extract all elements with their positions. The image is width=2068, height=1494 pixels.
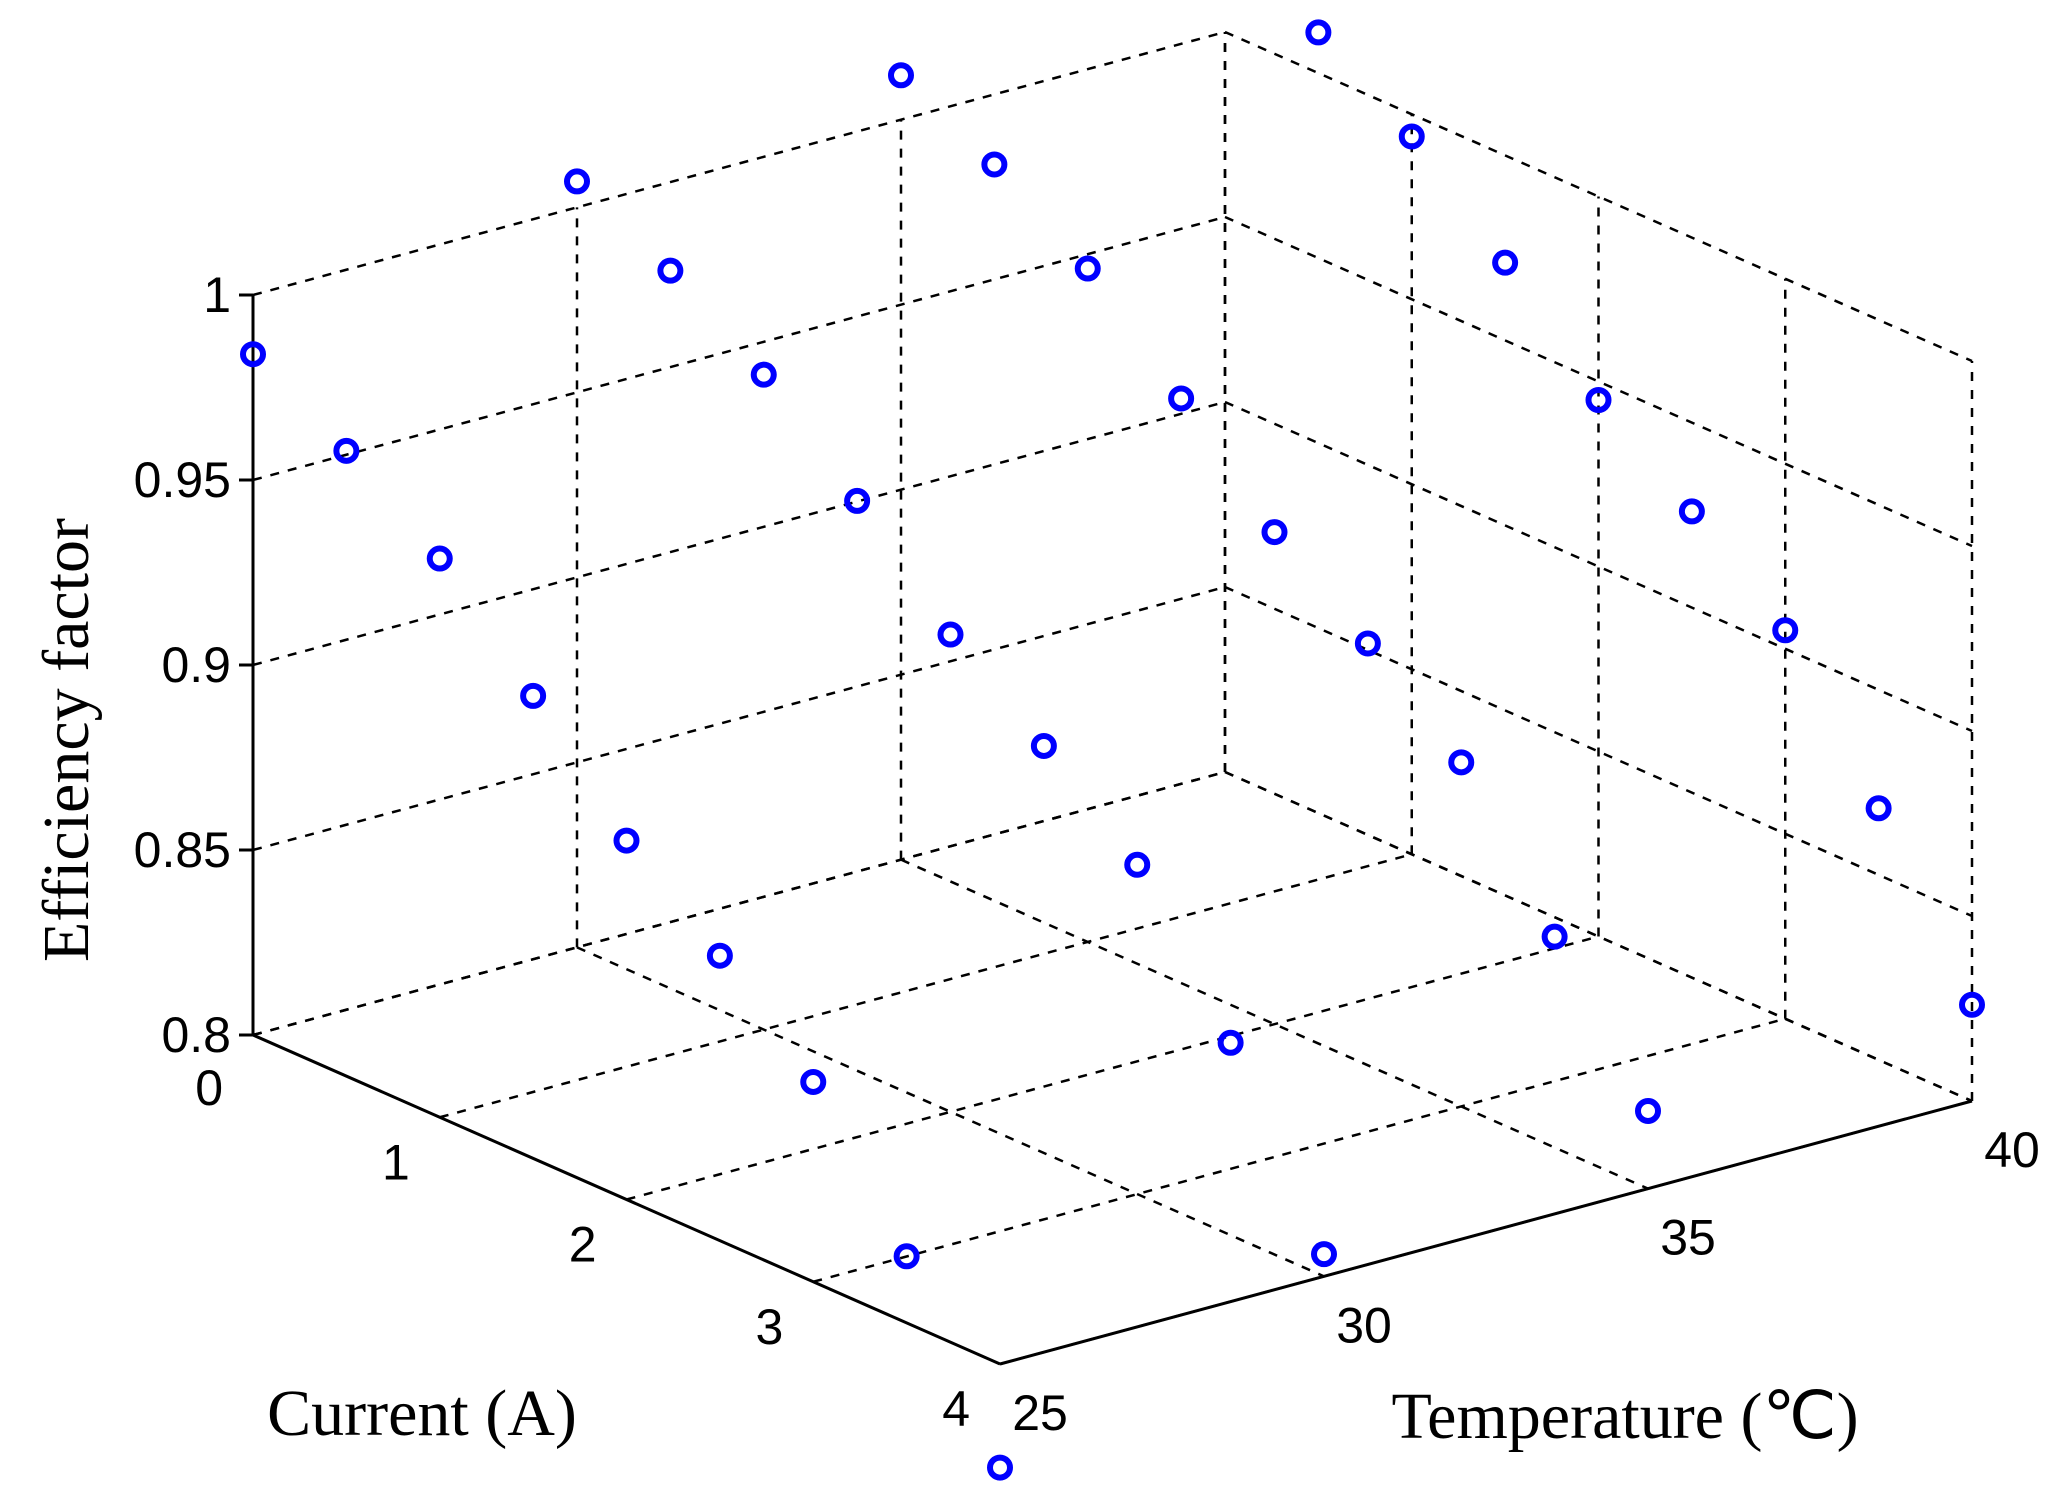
data-point <box>706 942 733 969</box>
data-point <box>1305 19 1332 46</box>
data-point <box>987 1454 1013 1481</box>
data-point <box>800 1068 827 1095</box>
wall-gridline-efficiency <box>252 770 1226 1037</box>
data-point <box>1585 387 1612 413</box>
data-point <box>1635 1097 1661 1124</box>
floor-gridline-current <box>439 853 1413 1119</box>
data-point <box>240 341 266 368</box>
data-point <box>844 487 871 514</box>
data-point <box>1311 1241 1337 1268</box>
z-tick-label: 1 <box>203 267 231 323</box>
data-point <box>657 257 684 284</box>
y-tick-label: 3 <box>755 1299 783 1355</box>
x-axis-title: Temperature (℃) <box>1391 1380 1858 1453</box>
y-axis-title: Current (A) <box>267 1377 577 1450</box>
data-point <box>1124 851 1151 878</box>
data-point <box>750 361 777 388</box>
wall-gridline-efficiency <box>252 400 1226 667</box>
data-point <box>888 62 914 89</box>
data-point <box>1261 519 1288 546</box>
y-tick-label: 4 <box>942 1381 970 1437</box>
z-tick-label: 0.85 <box>134 822 231 878</box>
x-tick-label: 40 <box>1984 1122 2040 1178</box>
data-point <box>893 1243 920 1270</box>
data-point <box>1217 1029 1244 1056</box>
z-tick-label: 0.95 <box>134 452 231 508</box>
data-point <box>1448 749 1475 776</box>
tick-labels: 0.8 0.85 0.9 0.95 1 0 1 2 3 4 25 30 35 40 <box>134 267 2040 1441</box>
x-axis-line <box>999 1099 1973 1366</box>
data-point <box>1959 991 1985 1018</box>
y-tick-label: 2 <box>569 1217 597 1273</box>
z-tick-label: 0.8 <box>161 1007 231 1063</box>
axis-layer <box>239 293 1973 1366</box>
x-tick-label: 30 <box>1336 1297 1392 1353</box>
x-tick-label: 35 <box>1660 1210 1716 1266</box>
y-tick-label: 1 <box>382 1134 410 1190</box>
wall-gridline-efficiency <box>252 585 1226 852</box>
data-point <box>1354 630 1381 657</box>
data-point <box>1678 498 1705 525</box>
data-point <box>564 168 590 195</box>
data-point <box>1030 732 1057 759</box>
floor-gridline-current <box>626 935 1599 1201</box>
data-point <box>1541 923 1568 950</box>
data-point <box>1168 385 1195 412</box>
data-point <box>1074 255 1101 282</box>
y-tick-label: 0 <box>195 1060 223 1116</box>
data-point <box>1772 617 1799 644</box>
wall-gridline-efficiency <box>252 30 1226 297</box>
data-point <box>613 827 640 854</box>
data-point <box>426 545 453 572</box>
grid-layer <box>251 30 1974 1366</box>
floor-gridline-current <box>812 1017 1786 1283</box>
data-point <box>1865 795 1892 822</box>
y-axis-line <box>252 1033 1001 1366</box>
data-points <box>240 19 1985 1481</box>
data-point <box>520 682 547 709</box>
data-point <box>1492 249 1519 276</box>
data-point <box>937 621 964 648</box>
x-tick-label: 25 <box>1012 1385 1068 1441</box>
z-tick-label: 0.9 <box>161 637 231 693</box>
data-point <box>1398 123 1425 150</box>
wall-gridline-efficiency <box>252 215 1226 482</box>
z-axis-title: Efficiency factor <box>30 518 103 962</box>
data-point <box>333 437 360 464</box>
data-point <box>981 151 1008 178</box>
